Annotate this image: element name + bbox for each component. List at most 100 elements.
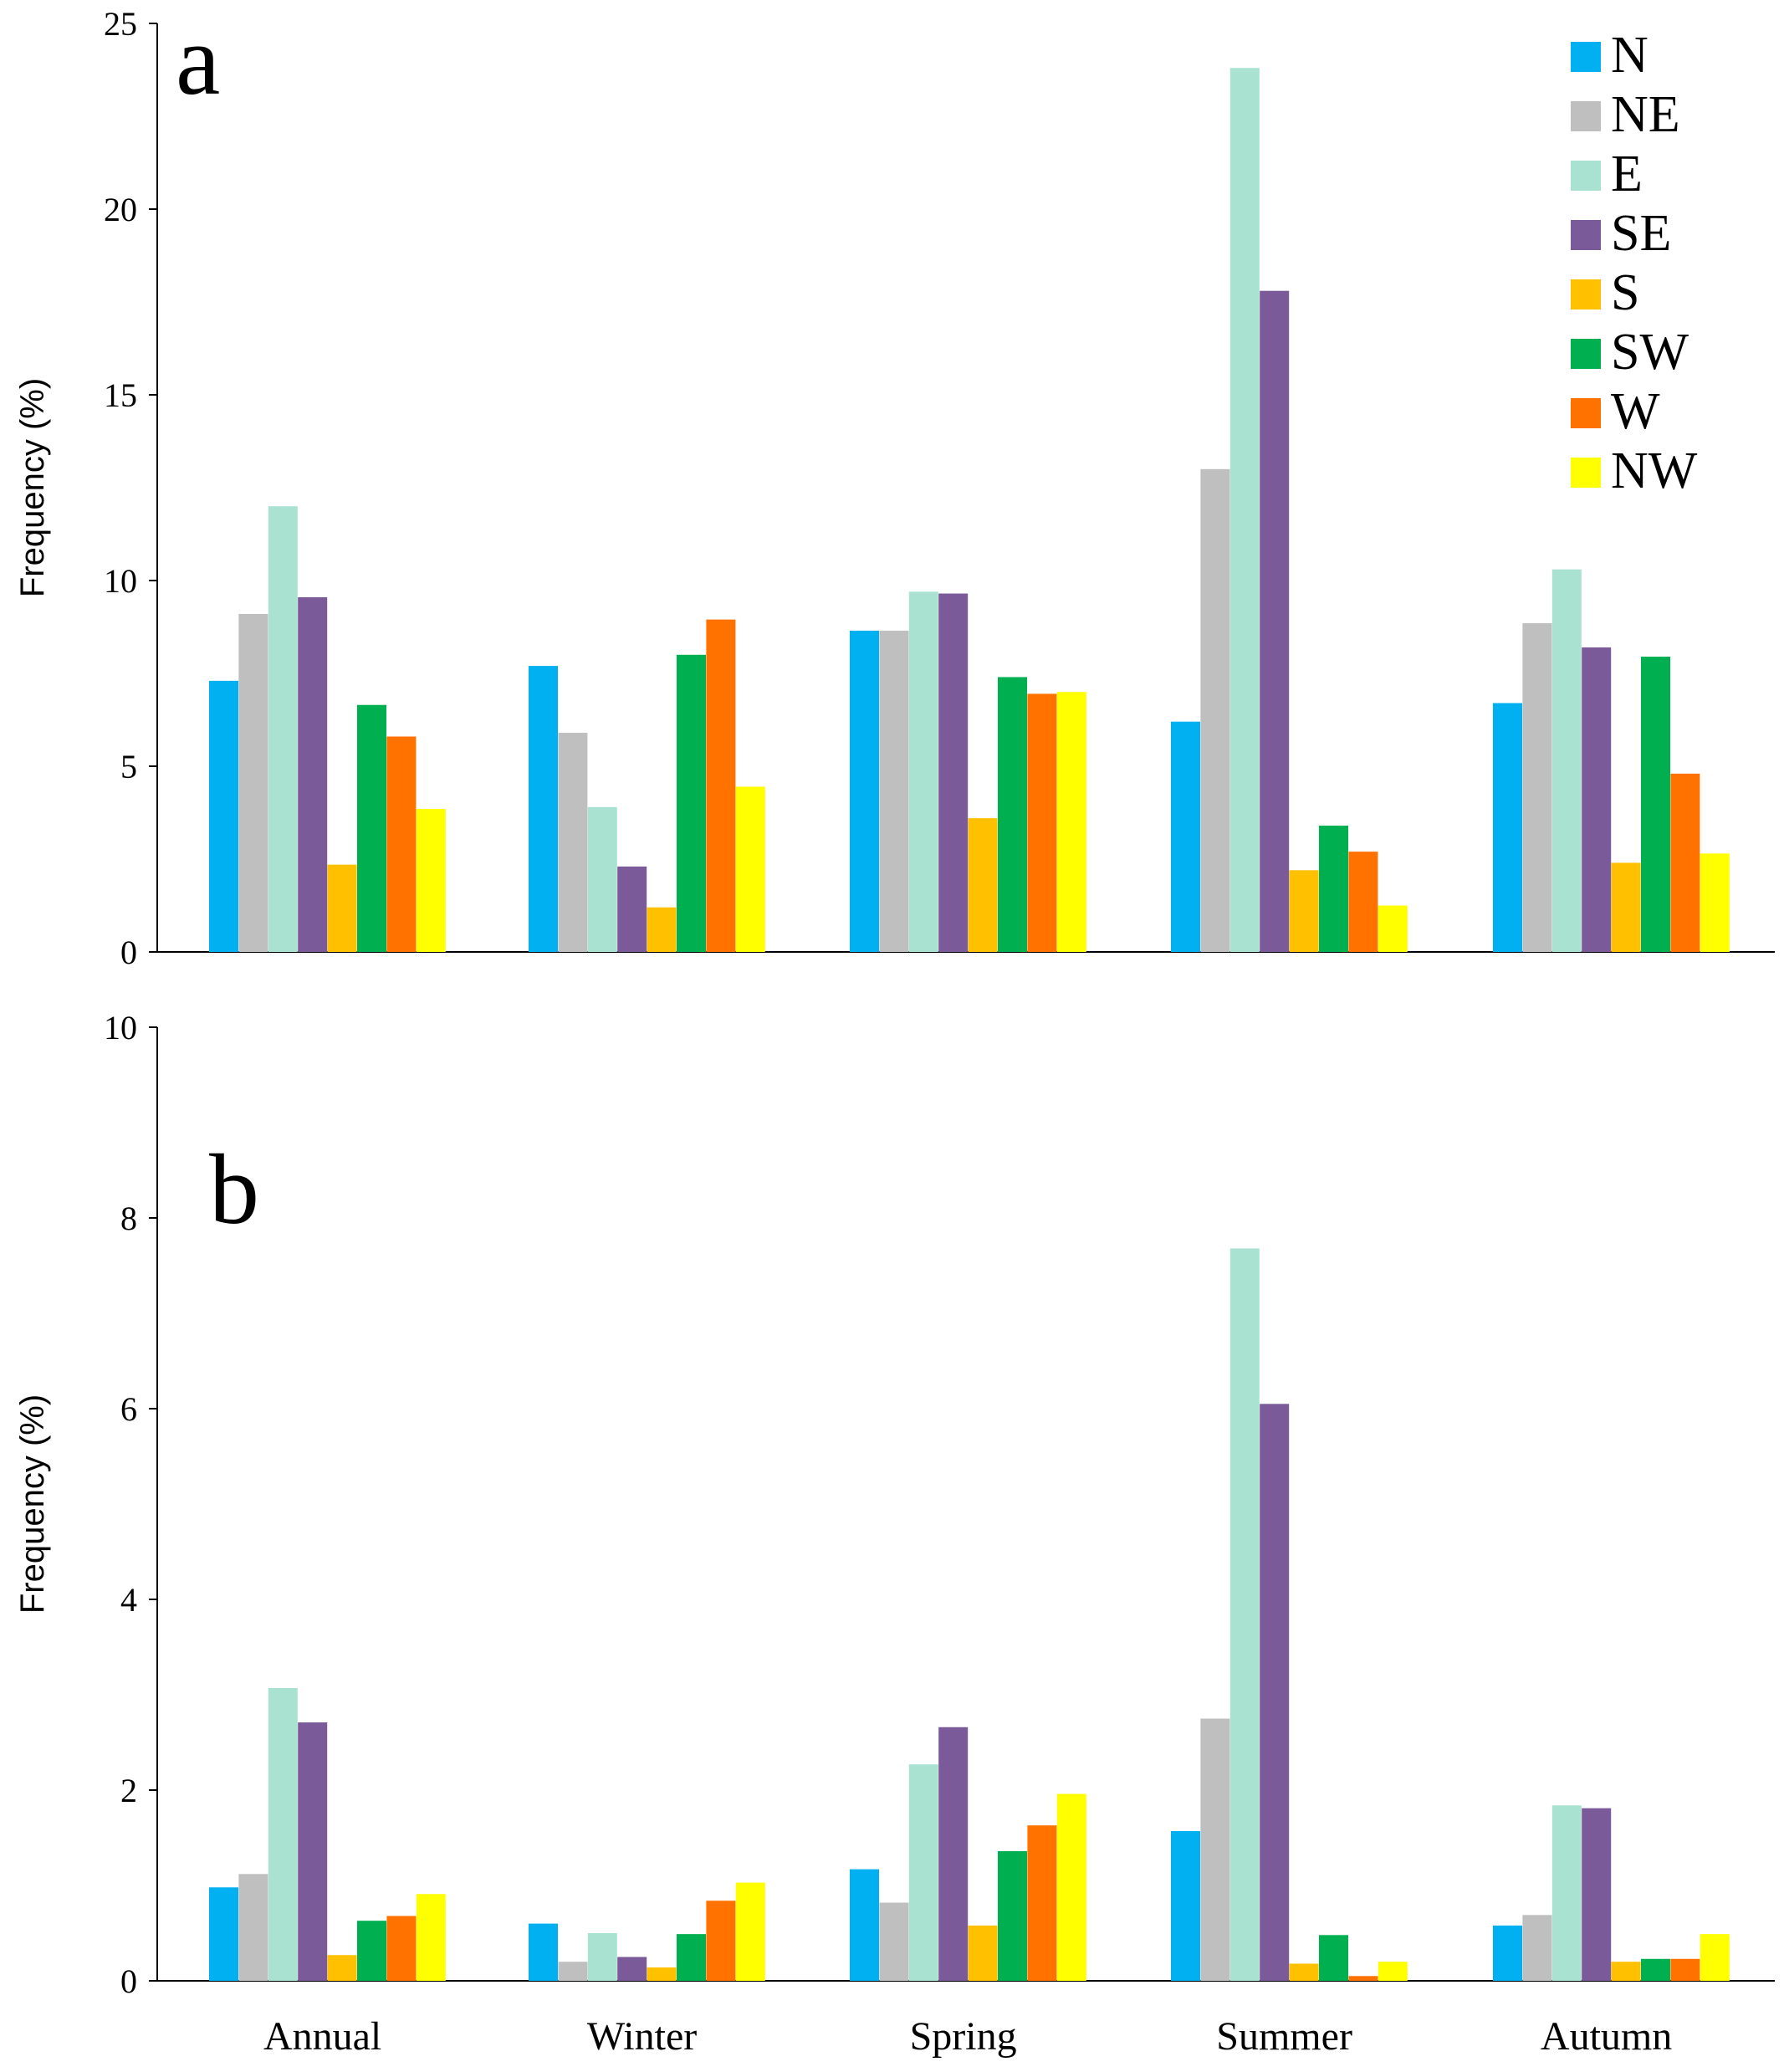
- bar-ne-spring: [879, 630, 909, 952]
- legend-swatch-e: [1571, 161, 1601, 191]
- bar-nw-annual: [416, 1894, 446, 1981]
- bar-n-spring: [850, 630, 879, 952]
- bar-ne-spring: [879, 1902, 909, 1981]
- bar-nw-spring: [1056, 692, 1086, 952]
- legend-label-nw: NW: [1611, 443, 1698, 499]
- bar-ne-winter: [558, 733, 588, 952]
- legend-label-e: E: [1611, 146, 1643, 202]
- bar-sw-autumn: [1641, 1958, 1670, 1981]
- bar-se-autumn: [1582, 1808, 1612, 1981]
- bar-w-annual: [386, 1916, 417, 1981]
- bar-se-autumn: [1582, 647, 1612, 952]
- legend-swatch-sw: [1571, 339, 1601, 369]
- bar-sw-winter: [677, 654, 706, 952]
- bar-s-spring: [968, 818, 998, 952]
- panel-label: b: [209, 1133, 259, 1245]
- bar-ne-summer: [1200, 1718, 1230, 1981]
- y-axis-label: Frequency (%): [14, 1394, 51, 1614]
- bar-e-summer: [1229, 1248, 1260, 1981]
- bar-s-autumn: [1611, 862, 1641, 952]
- y-tick-label: 20: [104, 191, 137, 228]
- bar-s-winter: [647, 907, 677, 952]
- bar-s-winter: [647, 1967, 677, 1981]
- bar-se-winter: [617, 1957, 647, 1981]
- bar-e-autumn: [1551, 569, 1582, 952]
- bar-n-annual: [209, 680, 238, 952]
- bar-sw-autumn: [1641, 657, 1670, 952]
- bar-ne-summer: [1200, 468, 1230, 952]
- bar-n-summer: [1171, 721, 1200, 952]
- y-tick-label: 8: [120, 1200, 137, 1237]
- bar-e-winter: [587, 806, 617, 952]
- legend-label-ne: NE: [1611, 86, 1680, 143]
- legend-swatch-w: [1571, 398, 1601, 428]
- legend-label-n: N: [1611, 27, 1649, 84]
- bar-s-annual: [327, 864, 357, 952]
- bar-sw-summer: [1319, 1935, 1348, 1981]
- bar-s-autumn: [1611, 1962, 1641, 1981]
- bar-e-annual: [268, 1688, 298, 1981]
- bar-nw-winter: [735, 1882, 765, 1981]
- bar-e-spring: [908, 591, 938, 952]
- legend-swatch-s: [1571, 279, 1601, 310]
- bar-w-autumn: [1670, 1958, 1700, 1981]
- bar-e-spring: [908, 1764, 938, 1981]
- legend-swatch-ne: [1571, 101, 1601, 131]
- bar-n-autumn: [1493, 1925, 1522, 1981]
- bar-se-spring: [938, 1727, 969, 1981]
- bar-nw-summer: [1378, 1962, 1408, 1981]
- bar-sw-winter: [677, 1934, 706, 1981]
- bar-sw-annual: [357, 1921, 386, 1981]
- bar-se-annual: [298, 596, 328, 952]
- bar-n-winter: [529, 1923, 558, 1981]
- bar-w-summer: [1348, 1976, 1378, 1981]
- bar-w-autumn: [1670, 773, 1700, 952]
- bar-sw-summer: [1319, 826, 1348, 952]
- bar-ne-winter: [558, 1962, 588, 1981]
- bar-nw-autumn: [1700, 1934, 1730, 1981]
- bar-n-summer: [1171, 1831, 1200, 1981]
- bar-w-winter: [706, 1901, 736, 1981]
- y-tick-label: 0: [120, 934, 137, 971]
- x-category-label: Summer: [1216, 2014, 1352, 2059]
- legend-swatch-nw: [1571, 458, 1601, 488]
- bar-nw-spring: [1056, 1793, 1086, 1981]
- legend-label-se: SE: [1611, 205, 1671, 262]
- bar-ne-autumn: [1522, 623, 1552, 952]
- y-tick-label: 25: [104, 5, 137, 43]
- y-axis-label: Frequency (%): [14, 378, 51, 597]
- bar-e-autumn: [1551, 1805, 1582, 1981]
- bar-s-summer: [1289, 870, 1319, 952]
- bar-s-annual: [327, 1955, 357, 1981]
- panel-label: a: [176, 4, 220, 115]
- y-tick-label: 0: [120, 1962, 137, 2000]
- bar-w-spring: [1027, 1825, 1057, 1981]
- bar-e-annual: [268, 506, 298, 952]
- bar-n-annual: [209, 1887, 238, 1981]
- bar-sw-spring: [998, 677, 1027, 952]
- bar-nw-autumn: [1700, 853, 1730, 952]
- bar-se-summer: [1260, 1404, 1290, 1981]
- y-tick-label: 6: [120, 1390, 137, 1428]
- y-tick-label: 4: [120, 1581, 137, 1619]
- bar-se-winter: [617, 866, 647, 952]
- bar-e-summer: [1229, 68, 1260, 952]
- bar-s-summer: [1289, 1963, 1319, 1981]
- bar-w-annual: [386, 736, 417, 952]
- y-tick-label: 10: [104, 562, 137, 600]
- legend-swatch-n: [1571, 42, 1601, 72]
- y-tick-label: 15: [104, 376, 137, 414]
- bar-nw-annual: [416, 809, 446, 952]
- legend-label-w: W: [1611, 383, 1660, 440]
- y-tick-label: 5: [120, 748, 137, 785]
- bar-se-summer: [1260, 290, 1290, 952]
- legend-swatch-se: [1571, 220, 1601, 250]
- bar-nw-summer: [1378, 905, 1408, 952]
- bar-ne-autumn: [1522, 1915, 1552, 1981]
- bar-n-winter: [529, 666, 558, 952]
- bar-sw-annual: [357, 704, 386, 952]
- bar-ne-annual: [238, 1874, 268, 1981]
- x-category-label: Autumn: [1541, 2014, 1672, 2059]
- bar-ne-annual: [238, 613, 268, 952]
